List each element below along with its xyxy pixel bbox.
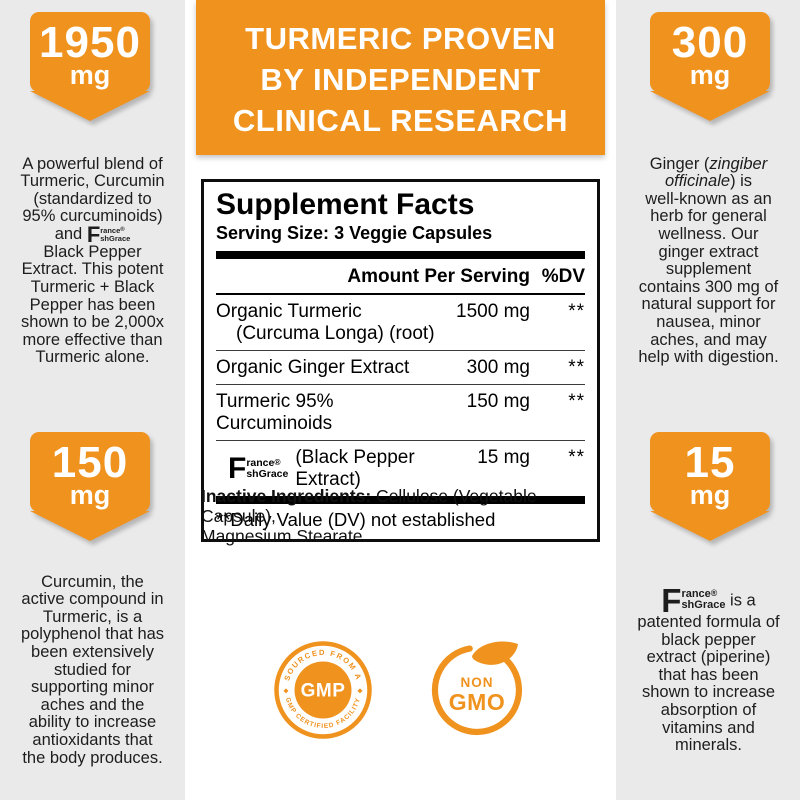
badge-pointer [30, 511, 150, 541]
badge-rect: 150 mg [30, 432, 150, 512]
description-curcumin: Curcumin, the active compound in Turmeri… [2, 556, 183, 767]
ingredient-amount: 150 mg [466, 391, 530, 412]
badge-pointer [30, 91, 150, 121]
badge-unit: mg [689, 480, 731, 510]
ingredient-name: Organic Ginger Extract [216, 357, 410, 378]
ingredient-name: Turmeric 95% Curcuminoids [216, 391, 334, 434]
ingredient-dv: ** [568, 357, 585, 378]
serving-size-value: 3 Veggie Capsules [334, 223, 493, 243]
description-text: is a patented formula of black pepper ex… [637, 591, 780, 755]
badge-rect: 300 mg [650, 12, 770, 92]
inactive-ingredients-text: Cellulose (Vegetable Capsule), Magnesium… [201, 486, 537, 546]
facts-row-ginger: Organic Ginger Extract 300 mg ** [216, 351, 585, 384]
ingredient-amount: 15 mg [477, 447, 530, 468]
facts-row-curcuminoids: Turmeric 95% Curcuminoids 150 mg ** [216, 385, 585, 440]
supplement-facts-panel: Supplement Facts Serving Size: 3 Veggie … [201, 179, 600, 542]
gmp-badge: GMP SOURCED FROM A GMP CERTIFIED FACILIT… [274, 641, 372, 739]
facts-header-row: Amount Per Serving %DV [216, 259, 585, 293]
description-text: A powerful blend of Turmeric, Curcumin (… [20, 154, 165, 244]
badge-amount: 150 [51, 438, 129, 487]
non-gmo-line1: NON [461, 675, 494, 690]
ingredient-dv: ** [568, 447, 585, 468]
badge-unit: mg [689, 60, 731, 90]
leaf-icon [472, 641, 518, 665]
column-header-amount: Amount Per Serving [347, 266, 530, 287]
divider-thin [216, 440, 585, 441]
badge-amount: 15 [684, 438, 736, 487]
divider-thin [216, 384, 585, 385]
facts-row-turmeric: Organic Turmeric (Curcuma Longa) (root) … [216, 295, 585, 350]
dv-footnote: **Daily Value (DV) not established [216, 509, 496, 530]
description-text: ) is well-known as an herb for general w… [638, 172, 779, 367]
badge-unit: mg [69, 480, 111, 510]
ingredient-amount: 1500 mg [456, 301, 530, 322]
facts-title: Supplement Facts [216, 188, 475, 221]
description-text: Curcumin, the active compound in Turmeri… [20, 572, 165, 767]
gmp-label: GMP [301, 681, 346, 702]
ribbon-badge-300mg: 300 mg [650, 12, 770, 121]
divider-medium [216, 293, 585, 295]
description-text: Ginger ( [649, 154, 710, 173]
right-panel [616, 0, 800, 800]
divider-thin [216, 350, 585, 351]
ribbon-badge-15mg: 15 mg [650, 432, 770, 541]
ingredient-dv: ** [568, 301, 585, 322]
badge-amount: 300 [671, 18, 749, 67]
column-header-dv: %DV [541, 266, 585, 287]
non-gmo-line2: GMO [449, 689, 505, 715]
badge-amount: 1950 [39, 18, 141, 67]
badge-rect: 15 mg [650, 432, 770, 512]
non-gmo-badge: NON GMO [431, 641, 522, 736]
seal-open-ring [431, 645, 522, 736]
description-turmeric-blend: A powerful blend of Turmeric, Curcumin (… [2, 138, 183, 367]
ingredient-dv: ** [568, 391, 585, 412]
ingredient-name: Organic Turmeric (Curcuma Longa) (root) [216, 301, 435, 344]
ribbon-badge-1950mg: 1950 mg [30, 12, 150, 121]
headline-text: TURMERIC PROVEN BY INDEPENDENT CLINICAL … [232, 21, 569, 138]
left-panel [0, 0, 185, 800]
description-text: Black Pepper Extract. This potent Turmer… [20, 242, 165, 367]
badge-pointer [650, 511, 770, 541]
ribbon-badge-150mg: 150 mg [30, 432, 150, 541]
serving-size: Serving Size: 3 Veggie Capsules [216, 223, 585, 244]
latin-name: zingiber officinale [664, 154, 768, 191]
inactive-ingredients-label: Inactive Ingredients: [201, 486, 372, 506]
badge-pointer [650, 91, 770, 121]
ingredient-amount: 300 mg [466, 357, 530, 378]
description-ginger: Ginger (zingiber officinale) is well-kno… [618, 138, 799, 367]
badge-rect: 1950 mg [30, 12, 150, 92]
diamond-separator-icon: ◆ [358, 688, 363, 695]
seal-center-disc [294, 661, 352, 719]
divider-thick [216, 251, 585, 259]
badge-unit: mg [69, 60, 111, 90]
inactive-ingredients: Inactive Ingredients: Cellulose (Vegetab… [201, 466, 603, 546]
diamond-separator-icon: ◆ [284, 688, 289, 695]
divider-thick [216, 496, 585, 504]
headline-banner: TURMERIC PROVEN BY INDEPENDENT CLINICAL … [196, 0, 605, 155]
serving-size-label: Serving Size: [216, 223, 330, 243]
